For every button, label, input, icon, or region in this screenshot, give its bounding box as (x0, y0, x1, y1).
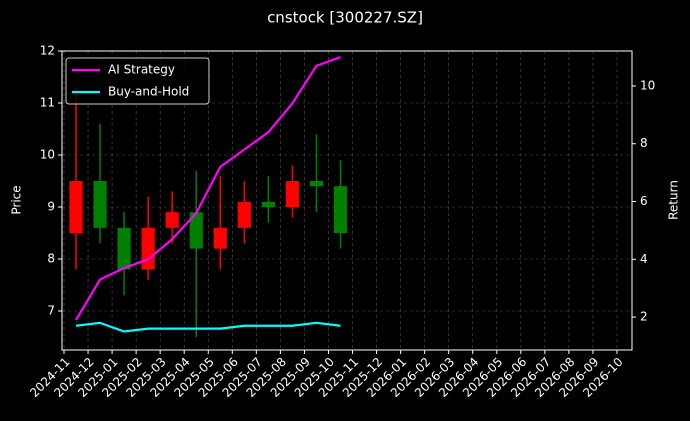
y2-tick-label: 6 (640, 194, 648, 208)
y2-axis-label: Return (667, 180, 681, 220)
y-tick-label: 8 (47, 252, 55, 266)
candle-body (213, 227, 227, 249)
candle-body (261, 201, 275, 207)
y2-tick-label: 2 (640, 310, 648, 324)
candle-body (309, 181, 324, 187)
candle-body (117, 227, 131, 270)
candle-body (237, 201, 251, 228)
chart-title: cnstock [300227.SZ] (267, 9, 423, 27)
y2-tick-label: 8 (640, 136, 648, 150)
candle-body (69, 181, 83, 233)
y-tick-label: 7 (47, 304, 55, 318)
candle-body (333, 186, 348, 233)
y-tick-label: 12 (40, 44, 55, 58)
plot-frame (61, 50, 633, 351)
line-series (75, 56, 341, 321)
legend-box (65, 57, 210, 105)
legend: AI Strategy Buy-and-Hold (65, 57, 210, 105)
candle-body (165, 212, 179, 228)
candle-body (285, 181, 300, 207)
y-tick-label: 9 (47, 200, 55, 214)
candle-body (141, 227, 155, 270)
legend-label: Buy-and-Hold (108, 85, 189, 99)
y-axis-label: Price (10, 185, 24, 214)
line-series (75, 321, 341, 333)
legend-label: AI Strategy (108, 63, 175, 77)
candle-body (93, 181, 107, 228)
y2-tick-label: 4 (640, 252, 648, 266)
candle-body (189, 212, 203, 249)
y2-tick-label: 10 (640, 78, 655, 92)
y-tick-label: 11 (40, 96, 55, 110)
y-tick-label: 10 (40, 148, 55, 162)
